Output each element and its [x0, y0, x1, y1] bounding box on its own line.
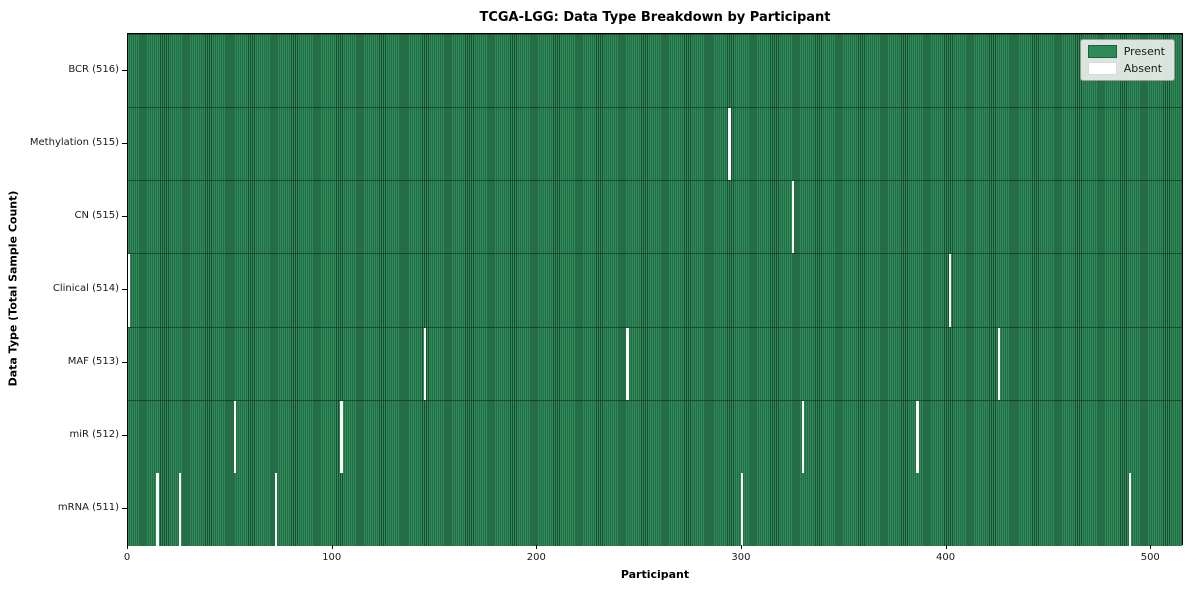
absent-gap [178, 472, 182, 546]
y-tick-mark [122, 289, 127, 290]
x-tick-label: 500 [1140, 552, 1160, 563]
absent-gap [127, 254, 131, 327]
x-tick-label: 100 [322, 552, 342, 563]
y-tick-mark [122, 142, 127, 144]
x-tick-label: 400 [936, 552, 956, 563]
absent-gap [423, 327, 427, 400]
y-tick-label: Methylation (515) [29, 136, 119, 148]
y-tick-label: CN (515) [74, 209, 119, 221]
legend-entry-present: Present [1087, 45, 1165, 58]
x-axis-label: Participant [620, 568, 690, 581]
y-tick-label: BCR (516) [68, 63, 119, 75]
y-tick-mark [122, 215, 127, 217]
absent-gap [1128, 472, 1132, 546]
y-tick-label: Clinical (514) [52, 283, 119, 294]
absent-gap [740, 472, 744, 546]
heatmap-plot-area: Present Absent [127, 33, 1183, 546]
legend-label-absent: Absent [1123, 62, 1163, 75]
x-tick-mark [536, 545, 538, 549]
y-tick-mark [122, 69, 127, 71]
absent-gap [626, 327, 629, 400]
x-tick-label: 300 [731, 552, 751, 563]
y-tick-label: mRNA (511) [57, 502, 119, 514]
absent-gap [233, 400, 237, 473]
absent-gap [916, 400, 919, 473]
y-tick-label: MAF (513) [67, 356, 119, 368]
x-tick-label: 200 [526, 552, 546, 563]
chart-title: TCGA-LGG: Data Type Breakdown by Partici… [479, 10, 831, 25]
absent-gap [274, 472, 278, 546]
x-tick-mark [945, 545, 947, 549]
present-swatch-icon [1087, 45, 1117, 58]
heatmap-row-CN [128, 180, 1182, 254]
absent-gap [728, 108, 731, 181]
absent-gap [801, 400, 805, 473]
absent-gap [156, 472, 159, 546]
y-tick-mark [122, 508, 127, 510]
legend-entry-absent: Absent [1087, 62, 1165, 75]
absent-gap [997, 327, 1001, 400]
heatmap-row-Methylation [128, 107, 1182, 181]
heatmap-row-MAF [128, 326, 1182, 400]
absent-gap [791, 181, 795, 254]
absent-gap [948, 254, 952, 327]
heatmap-row-mRNA [128, 472, 1182, 546]
x-tick-label: 0 [123, 552, 131, 563]
absent-gap [340, 400, 343, 473]
y-tick-mark [122, 362, 127, 364]
x-tick-mark [740, 545, 742, 549]
heatmap-row-miR [128, 399, 1182, 473]
legend-label-present: Present [1123, 45, 1165, 58]
x-tick-mark [331, 545, 333, 549]
heatmap-row-BCR [128, 34, 1182, 108]
legend: Present Absent [1079, 39, 1175, 81]
absent-swatch-icon [1087, 62, 1117, 75]
heatmap-row-Clinical [127, 253, 1182, 327]
x-tick-mark [1150, 545, 1152, 549]
x-tick-mark [127, 545, 128, 549]
y-tick-label: miR (512) [69, 429, 119, 441]
y-tick-mark [122, 435, 127, 437]
